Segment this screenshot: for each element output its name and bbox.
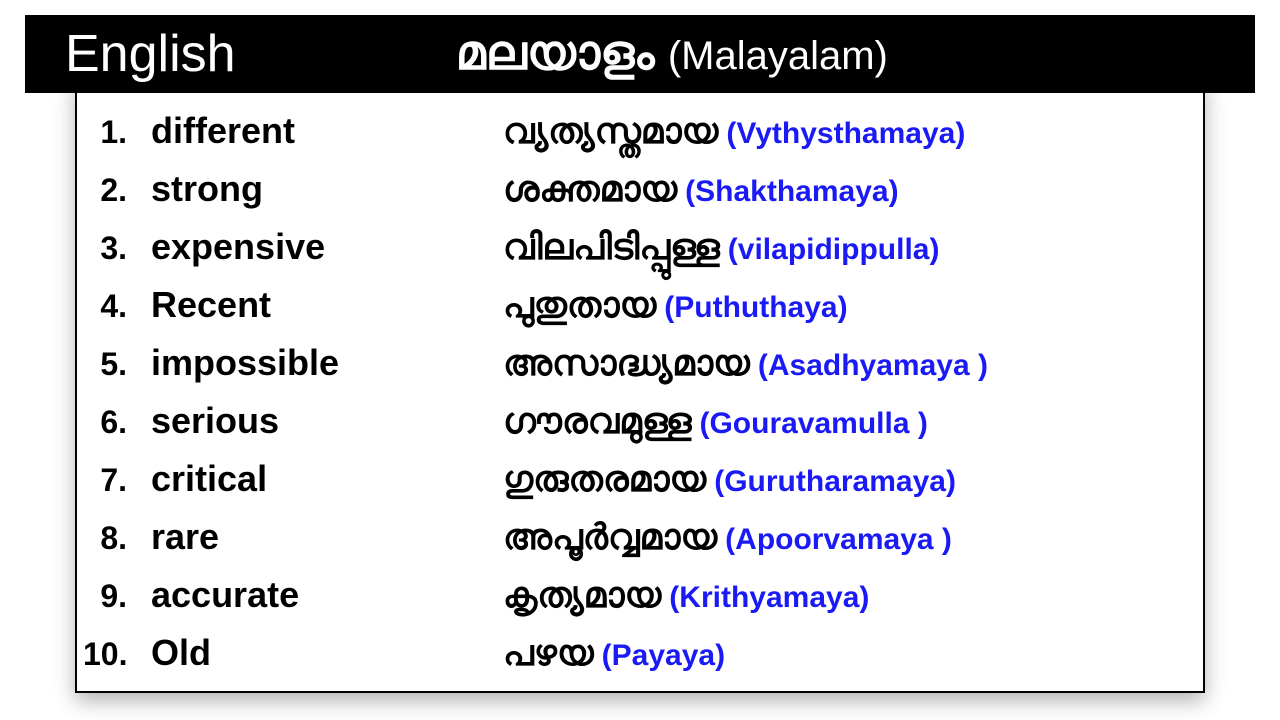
malayalam-cell: വിലപിടിപ്പുള്ള (vilapidippulla) [503,218,1203,279]
english-word: accurate [133,566,503,624]
table-row: 3. expensive വിലപിടിപ്പുള്ള (vilapidippu… [83,218,1203,276]
romanization: (Vythysthamaya) [726,105,965,163]
header-malayalam-label: മലയാളം (Malayalam) [456,26,888,82]
row-number: 10. [83,625,133,683]
malayalam-word: കൃത്യമായ [503,566,661,624]
header-english-label: English [65,24,236,84]
malayalam-word: വിലപിടിപ്പുള്ള [503,218,720,276]
english-word: impossible [133,334,503,392]
row-number: 9. [83,567,133,625]
romanization: (Puthuthaya) [664,279,847,337]
malayalam-word: ഗൗരവമുള്ള [503,392,691,450]
malayalam-word: ഗുരുതരമായ [503,450,706,508]
row-number: 8. [83,509,133,567]
table-row: 2. strong ശക്തമായ (Shakthamaya) [83,160,1203,218]
malayalam-cell: അപൂർവ്വമായ (Apoorvamaya ) [503,508,1203,569]
english-word: different [133,102,503,160]
vocabulary-list: 1. different വ്യത്യസ്തമായ (Vythysthamaya… [77,80,1203,682]
table-row: 6. serious ഗൗരവമുള്ള (Gouravamulla ) [83,392,1203,450]
table-row: 10. Old പഴയ (Payaya) [83,624,1203,682]
malayalam-cell: ഗൗരവമുള്ള (Gouravamulla ) [503,392,1203,453]
row-number: 3. [83,219,133,277]
english-word: expensive [133,218,503,276]
malayalam-word: പഴയ [503,624,594,682]
table-row: 1. different വ്യത്യസ്തമായ (Vythysthamaya… [83,102,1203,160]
table-row: 9. accurate കൃത്യമായ (Krithyamaya) [83,566,1203,624]
table-row: 8. rare അപൂർവ്വമായ (Apoorvamaya ) [83,508,1203,566]
row-number: 6. [83,393,133,451]
malayalam-word: അപൂർവ്വമായ [503,508,717,566]
table-row: 5. impossible അസാദ്ധ്യമായ (Asadhyamaya ) [83,334,1203,392]
romanization: (Gurutharamaya) [714,453,956,511]
english-word: Old [133,624,503,682]
romanization: (Shakthamaya) [685,163,898,221]
malayalam-cell: വ്യത്യസ്തമായ (Vythysthamaya) [503,102,1203,163]
malayalam-cell: കൃത്യമായ (Krithyamaya) [503,566,1203,627]
romanization: (Payaya) [602,627,725,685]
romanization: (Gouravamulla ) [699,395,927,453]
table-row: 4. Recent പുതുതായ (Puthuthaya) [83,276,1203,334]
english-word: serious [133,392,503,450]
row-number: 4. [83,277,133,335]
malayalam-cell: ഗുരുതരമായ (Gurutharamaya) [503,450,1203,511]
malayalam-word: വ്യത്യസ്തമായ [503,102,718,160]
romanization: (vilapidippulla) [728,221,940,279]
malayalam-word: ശക്തമായ [503,160,677,218]
row-number: 5. [83,335,133,393]
malayalam-word: പുതുതായ [503,276,656,334]
romanization: (Apoorvamaya ) [725,511,952,569]
table-row: 7. critical ഗുരുതരമായ (Gurutharamaya) [83,450,1203,508]
romanization: (Krithyamaya) [669,569,869,627]
malayalam-cell: പുതുതായ (Puthuthaya) [503,276,1203,337]
romanization: (Asadhyamaya ) [758,337,988,395]
english-word: rare [133,508,503,566]
malayalam-cell: അസാദ്ധ്യമായ (Asadhyamaya ) [503,334,1203,395]
table-header: English മലയാളം (Malayalam) [25,15,1255,93]
malayalam-cell: പഴയ (Payaya) [503,624,1203,685]
english-word: strong [133,160,503,218]
header-malayalam-script: മലയാളം [456,27,655,80]
header-malayalam-roman: (Malayalam) [668,34,888,78]
row-number: 2. [83,161,133,219]
row-number: 1. [83,103,133,161]
row-number: 7. [83,451,133,509]
english-word: Recent [133,276,503,334]
malayalam-word: അസാദ്ധ്യമായ [503,334,750,392]
english-word: critical [133,450,503,508]
vocabulary-card: 1. different വ്യത്യസ്തമായ (Vythysthamaya… [75,78,1205,693]
malayalam-cell: ശക്തമായ (Shakthamaya) [503,160,1203,221]
